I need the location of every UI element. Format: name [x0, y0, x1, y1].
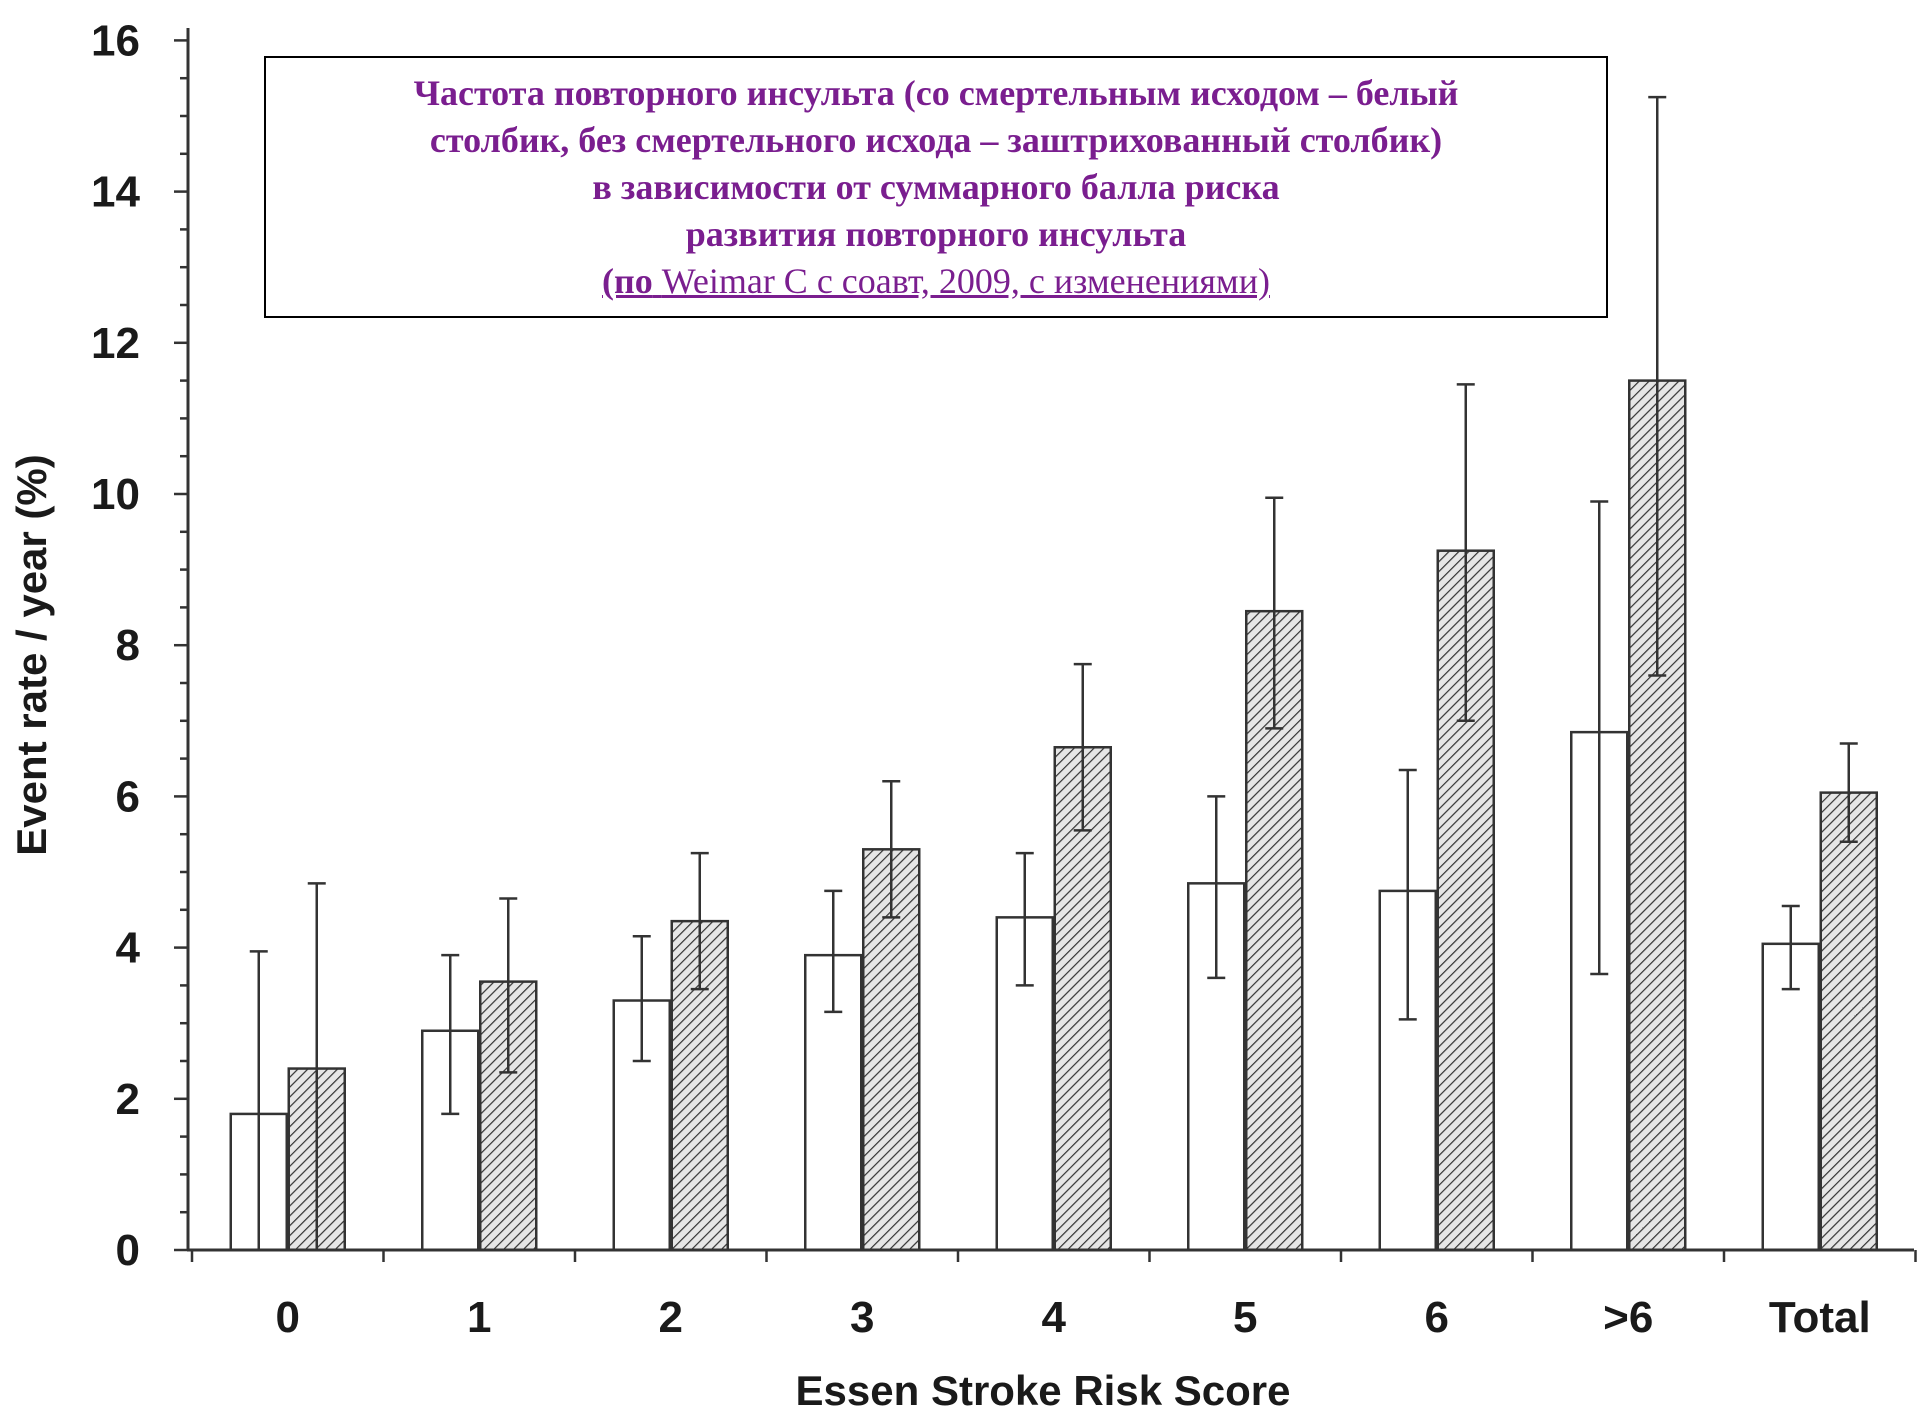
y-tick-label: 0 — [116, 1226, 140, 1275]
y-tick-label: 8 — [116, 621, 140, 670]
x-tick-label: Total — [1769, 1293, 1871, 1342]
x-tick-label: >6 — [1603, 1293, 1653, 1342]
caption-line-3: в зависимости от суммарного балла риска — [592, 167, 1280, 207]
caption-source-prefix: (по — [602, 261, 653, 301]
y-tick-label: 2 — [116, 1075, 140, 1124]
y-tick-label: 14 — [91, 168, 140, 217]
y-tick-label: 16 — [91, 16, 140, 65]
x-tick-label: 3 — [850, 1293, 874, 1342]
x-tick-label: 2 — [659, 1293, 683, 1342]
caption-source: (по Weimar C с соавт, 2009, с изменениям… — [266, 258, 1606, 305]
y-tick-label: 12 — [91, 319, 140, 368]
caption-line-2: столбик, без смертельного исхода – заштр… — [429, 120, 1443, 160]
caption-line-4: развития повторного инсульта — [685, 214, 1187, 254]
x-tick-label: 1 — [467, 1293, 491, 1342]
bar-white-4 — [995, 916, 1054, 1252]
y-axis-title: Event rate / year (%) — [8, 454, 55, 856]
x-tick-label: 5 — [1233, 1293, 1257, 1342]
bar-hatched-8 — [1819, 791, 1878, 1252]
x-tick-label: 6 — [1425, 1293, 1449, 1342]
y-tick-label: 6 — [116, 772, 140, 821]
x-tick-label: 0 — [276, 1293, 300, 1342]
x-axis-title: Essen Stroke Risk Score — [796, 1367, 1291, 1413]
x-tick-label: 4 — [1042, 1293, 1067, 1342]
caption-line-1: Частота повторного инсульта (со смертель… — [413, 73, 1459, 113]
y-tick-label: 10 — [91, 470, 140, 519]
y-tick-label: 4 — [116, 924, 141, 973]
chart-caption: Частота повторного инсульта (со смертель… — [264, 56, 1608, 318]
caption-source-text: Weimar C с соавт, 2009, с изменениями) — [661, 261, 1270, 301]
